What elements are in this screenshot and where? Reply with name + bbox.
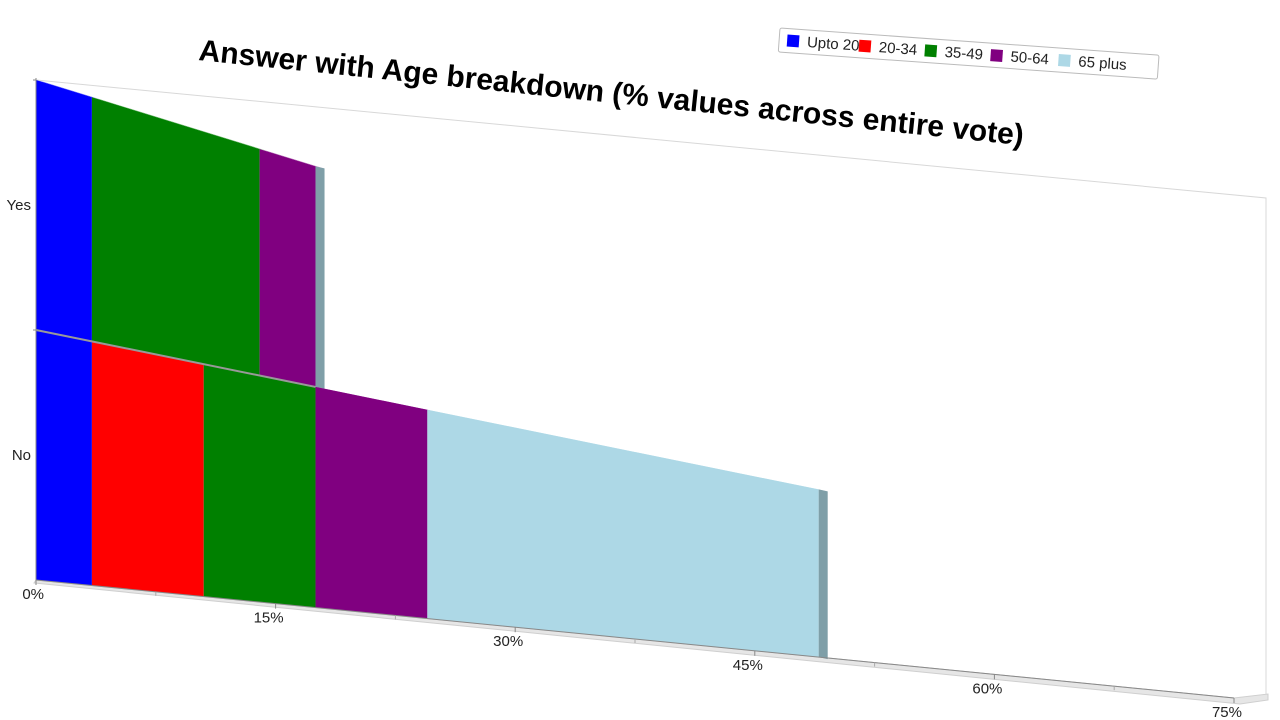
bar-front-face (427, 409, 819, 658)
bar-end-face-yes (315, 166, 325, 389)
bar-front-face (36, 80, 92, 342)
bar-front-face (203, 364, 316, 608)
x-tick-label: 75% (1212, 704, 1242, 720)
legend-box: Upto 20 20-34 35-49 50-64 65 plus (777, 27, 1160, 80)
legend: Upto 20 20-34 35-49 50-64 65 plus (777, 27, 1160, 80)
bar-no-65-plus (427, 409, 827, 658)
category-label: Yes (7, 197, 31, 214)
legend-swatch (1057, 54, 1071, 67)
bar-no-upto-20 (36, 330, 100, 586)
legend-swatch (990, 49, 1003, 62)
x-tick-label: 45% (733, 657, 763, 674)
x-tick-label: 30% (493, 633, 523, 650)
bar-no-35-49 (203, 364, 324, 608)
bar-top-face (259, 149, 324, 169)
bar-no-20-34 (91, 341, 212, 597)
bar-end-face-no (818, 489, 828, 660)
category-separator (35, 329, 316, 388)
bar-top-face (36, 80, 100, 100)
bar-front-face (91, 341, 204, 597)
bar-yes-upto-20 (36, 80, 100, 342)
legend-label: 20-34 (878, 39, 917, 59)
legend-label: 65 plus (1078, 53, 1127, 73)
legend-label: 50-64 (1010, 49, 1049, 69)
bar-top-face (91, 97, 268, 152)
legend-swatch (858, 39, 872, 53)
bar-front-face (91, 97, 260, 376)
legend-swatch (924, 44, 938, 58)
x-tick-label: 0% (22, 586, 44, 603)
bar-yes-35-49 (91, 97, 268, 376)
legend-swatch (786, 34, 800, 48)
legend-label: Upto 20 (806, 34, 860, 55)
x-tick-label: 15% (254, 610, 284, 627)
bar-front-face (315, 386, 428, 619)
axes-layer: Yes No 0% 15% 30% 45% 60% 75% (7, 78, 1242, 720)
legend-label: 35-49 (944, 44, 983, 64)
bar-yes-50-64 (259, 149, 324, 387)
category-label: No (12, 447, 31, 464)
bar-front-face (259, 149, 316, 387)
bar-front-face (36, 330, 92, 586)
bar-no-50-64 (315, 386, 436, 619)
x-tick-label: 60% (972, 680, 1002, 697)
bars-layer (35, 80, 828, 660)
